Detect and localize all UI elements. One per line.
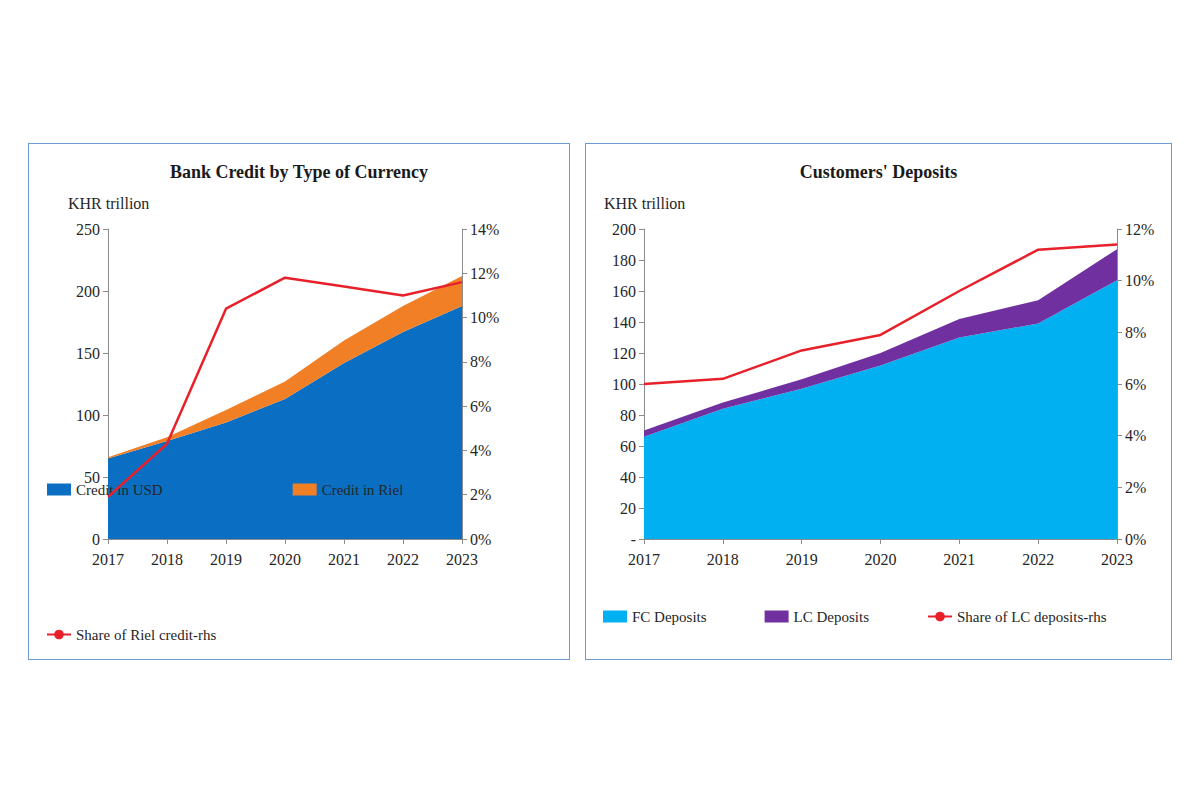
svg-text:12%: 12%	[470, 265, 499, 282]
svg-text:100: 100	[76, 407, 100, 424]
svg-text:2018: 2018	[707, 551, 739, 568]
svg-text:Credit in USD: Credit in USD	[76, 482, 163, 498]
svg-text:14%: 14%	[470, 221, 499, 238]
svg-text:0: 0	[92, 531, 100, 548]
svg-text:10%: 10%	[470, 309, 499, 326]
svg-text:140: 140	[612, 314, 636, 331]
svg-text:Credit in Riel: Credit in Riel	[322, 482, 404, 498]
svg-text:2021: 2021	[943, 551, 975, 568]
svg-text:20: 20	[620, 500, 636, 517]
svg-text:10%: 10%	[1125, 272, 1154, 289]
svg-text:Customers' Deposits: Customers' Deposits	[800, 162, 958, 182]
svg-text:2021: 2021	[328, 551, 360, 568]
svg-text:2%: 2%	[470, 486, 491, 503]
svg-text:2017: 2017	[92, 551, 124, 568]
svg-text:60: 60	[620, 438, 636, 455]
svg-text:2023: 2023	[446, 551, 478, 568]
svg-text:6%: 6%	[1125, 376, 1146, 393]
svg-text:180: 180	[612, 252, 636, 269]
svg-text:2017: 2017	[628, 551, 660, 568]
svg-text:2018: 2018	[151, 551, 183, 568]
svg-text:4%: 4%	[470, 442, 491, 459]
svg-text:2020: 2020	[269, 551, 301, 568]
svg-text:8%: 8%	[470, 353, 491, 370]
svg-text:KHR trillion: KHR trillion	[604, 195, 685, 212]
svg-text:-: -	[631, 531, 636, 548]
svg-text:KHR trillion: KHR trillion	[68, 195, 149, 212]
svg-text:Share of Riel credit-rhs: Share of Riel credit-rhs	[76, 627, 217, 643]
svg-text:40: 40	[620, 469, 636, 486]
svg-text:FC Deposits: FC Deposits	[632, 609, 707, 625]
svg-text:0%: 0%	[1125, 531, 1146, 548]
svg-text:Bank Credit by Type of Currenc: Bank Credit by Type of Currency	[170, 162, 428, 182]
svg-text:120: 120	[612, 345, 636, 362]
svg-text:2019: 2019	[786, 551, 818, 568]
svg-text:LC Deposits: LC Deposits	[794, 609, 870, 625]
svg-text:4%: 4%	[1125, 427, 1146, 444]
svg-text:250: 250	[76, 221, 100, 238]
svg-text:80: 80	[620, 407, 636, 424]
svg-text:2023: 2023	[1101, 551, 1133, 568]
svg-text:200: 200	[76, 283, 100, 300]
svg-text:2020: 2020	[865, 551, 897, 568]
svg-text:Share of LC deposits-rhs: Share of LC deposits-rhs	[957, 609, 1107, 625]
svg-text:100: 100	[612, 376, 636, 393]
svg-text:200: 200	[612, 221, 636, 238]
svg-text:2022: 2022	[1022, 551, 1054, 568]
svg-text:0%: 0%	[470, 531, 491, 548]
svg-text:150: 150	[76, 345, 100, 362]
svg-text:12%: 12%	[1125, 221, 1154, 238]
svg-text:50: 50	[84, 468, 100, 486]
svg-text:2022: 2022	[387, 551, 419, 568]
svg-text:8%: 8%	[1125, 324, 1146, 341]
svg-text:2019: 2019	[210, 551, 242, 568]
svg-text:6%: 6%	[470, 398, 491, 415]
svg-text:160: 160	[612, 283, 636, 300]
svg-text:2%: 2%	[1125, 479, 1146, 496]
